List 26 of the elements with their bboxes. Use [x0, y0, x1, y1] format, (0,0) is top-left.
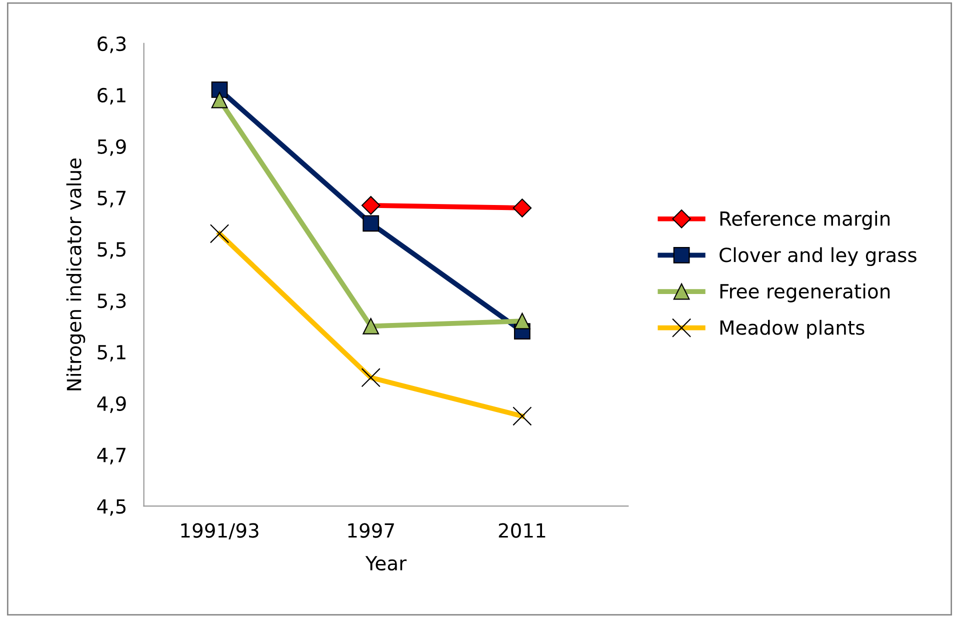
- y-tick-label: 5,9: [98, 139, 126, 156]
- point: [514, 312, 530, 330]
- y-tick-label: 6,1: [98, 88, 126, 105]
- y-tick-label: 5,7: [98, 190, 126, 208]
- point: [362, 215, 380, 232]
- legend-label: Reference margin: [720, 210, 890, 230]
- y-tick-label: 4,7: [97, 448, 126, 464]
- point: [211, 92, 228, 108]
- point: [362, 318, 380, 334]
- x-tick-label: 2011: [498, 523, 546, 538]
- x-tick-label: 1997: [348, 523, 394, 538]
- point: [512, 198, 532, 218]
- y-tick-label: 4,5: [97, 499, 126, 516]
- y-tick-label: 5,3: [98, 293, 126, 310]
- x-tick-label: 1991/93: [181, 523, 258, 540]
- point: [361, 196, 380, 215]
- legend-label: Clover and ley grass: [720, 247, 916, 266]
- y-tick-label: 5,1: [98, 345, 126, 362]
- x-axis-title: Year: [365, 556, 407, 571]
- legend-label: Meadow plants: [720, 320, 864, 339]
- legend-label: Free regeneration: [720, 284, 890, 302]
- y-tick-label: 4,9: [97, 396, 126, 413]
- y-tick-label: 5,5: [98, 242, 126, 259]
- y-tick-label: 6,3: [98, 36, 126, 54]
- point: [211, 82, 228, 98]
- y-axis-title: Nitrogen indicator value: [66, 158, 86, 390]
